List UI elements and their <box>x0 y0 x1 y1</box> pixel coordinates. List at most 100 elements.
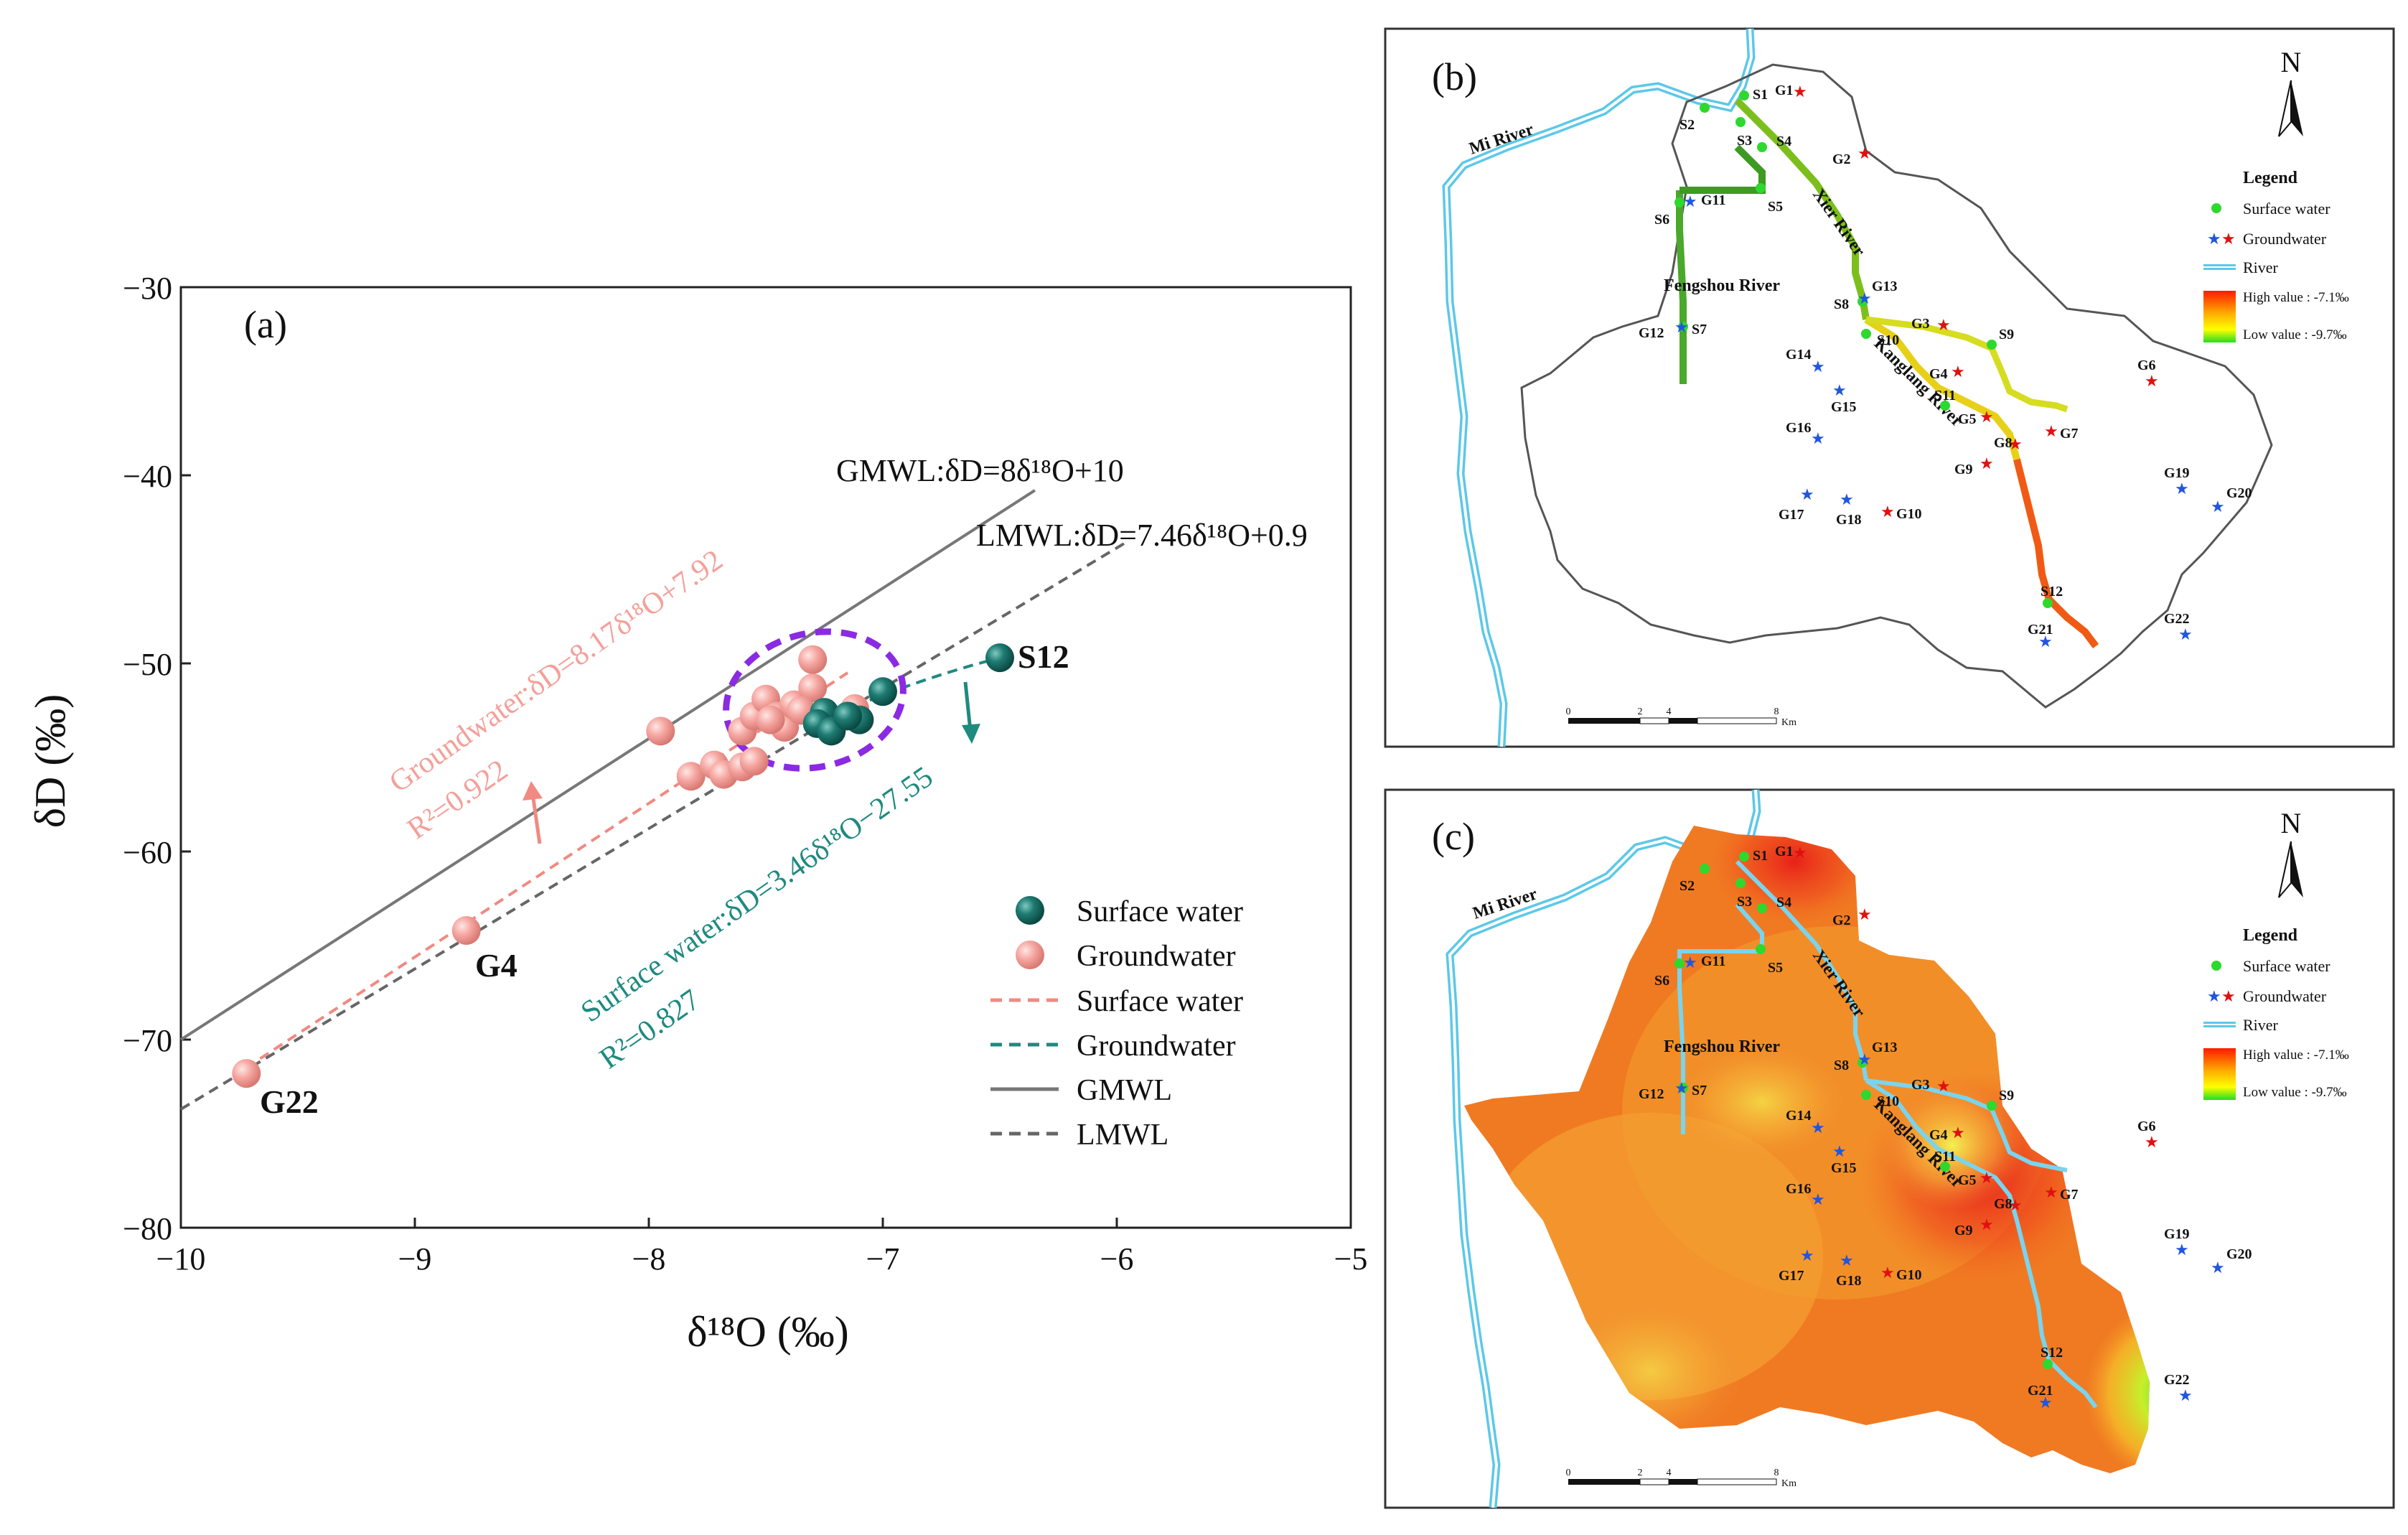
surface-site-label: S10 <box>1877 1093 1899 1109</box>
data-points <box>232 643 1014 1088</box>
svg-text:Km: Km <box>1781 1478 1796 1489</box>
surface-site-label: S10 <box>1877 332 1899 348</box>
x-tick-label: −6 <box>1100 1241 1134 1277</box>
surface-site-label: S8 <box>1834 1058 1849 1073</box>
svg-text:0: 0 <box>1566 706 1571 717</box>
surface-site-label: S6 <box>1654 973 1669 989</box>
groundwater-site-label: G14 <box>1786 1108 1812 1124</box>
svg-text:River: River <box>2243 1016 2279 1034</box>
surface-arrow <box>962 681 980 744</box>
groundwater-site-label: G8 <box>1994 435 2013 451</box>
surface-site-marker <box>1678 1083 1688 1093</box>
groundwater-site-marker: ★ <box>2145 372 2159 390</box>
groundwater-site-marker: ★ <box>1832 1142 1847 1160</box>
surface-site-label: S5 <box>1768 199 1783 215</box>
surface-site-marker <box>1857 297 1868 307</box>
legend-marker-surface <box>1016 896 1044 925</box>
surface-site-marker <box>1940 401 1950 411</box>
surface-site-marker <box>1756 183 1766 193</box>
groundwater-site-label: G15 <box>1831 1160 1857 1176</box>
surface-water-point <box>985 643 1014 673</box>
groundwater-site-label: G1 <box>1775 844 1794 859</box>
svg-text:Groundwater: Groundwater <box>2243 230 2327 248</box>
surface-site-label: S3 <box>1737 894 1752 910</box>
groundwater-site-marker: ★ <box>1683 953 1697 971</box>
groundwater-site-label: G9 <box>1954 462 1973 477</box>
groundwater-site-label: G8 <box>1994 1196 2013 1212</box>
groundwater-site-marker: ★ <box>1951 363 1965 381</box>
groundwater-site-label: G22 <box>2164 1372 2190 1388</box>
groundwater-site-label: G14 <box>1786 347 1812 363</box>
surface-site-marker <box>2043 598 2053 608</box>
groundwater-site-marker: ★ <box>2175 480 2189 498</box>
panel-label-a: (a) <box>244 303 287 346</box>
svg-text:4: 4 <box>1667 706 1672 717</box>
panel-label-c: (c) <box>1432 815 1475 858</box>
svg-text:N: N <box>2281 807 2302 839</box>
surface-site-label: S2 <box>1679 117 1695 133</box>
surface-site-marker <box>1700 864 1710 874</box>
north-arrow-b: N <box>2278 46 2303 137</box>
surface-site-marker <box>2043 1359 2053 1369</box>
groundwater-site-marker: ★ <box>1674 1079 1689 1097</box>
surface-site-marker <box>1987 340 1997 350</box>
x-tick-label: −5 <box>1334 1241 1368 1277</box>
surface-site-label: S11 <box>1934 388 1956 403</box>
catchment-boundary-b <box>1520 63 2273 709</box>
groundwater-fit-line <box>245 671 849 1069</box>
plot-frame <box>179 286 1352 1229</box>
y-tick-label: −40 <box>123 459 172 494</box>
svg-text:Surface water: Surface water <box>2243 200 2330 218</box>
legend-text-3: Surface water <box>1077 985 1243 1018</box>
x-tick-label: −9 <box>398 1241 432 1277</box>
surface-site-label: S8 <box>1834 297 1849 312</box>
legend-text-6: LMWL <box>1077 1119 1168 1152</box>
x-tick-label: −8 <box>632 1241 666 1277</box>
surface-site-label: S9 <box>1999 1088 2014 1104</box>
groundwater-site-marker: ★ <box>1793 844 1807 862</box>
point-label-g22: G22 <box>260 1083 319 1120</box>
chart-legend: Surface water Groundwater Surface water … <box>990 895 1243 1152</box>
legend-text-5: GMWL <box>1077 1074 1172 1107</box>
groundwater-site-marker: ★ <box>2178 1386 2193 1404</box>
svg-text:Low value : -9.7‰: Low value : -9.7‰ <box>2243 327 2347 342</box>
groundwater-site-marker: ★ <box>2044 422 2058 440</box>
svg-text:Low value : -9.7‰: Low value : -9.7‰ <box>2243 1085 2347 1100</box>
kanglang-lower-b <box>2013 458 2099 648</box>
groundwater-point <box>451 916 481 946</box>
groundwater-site-label: G20 <box>2226 1246 2252 1262</box>
groundwater-site-label: G21 <box>2028 622 2053 638</box>
svg-text:0: 0 <box>1566 1468 1571 1478</box>
groundwater-site-marker: ★ <box>2211 1259 2225 1277</box>
gmwl-line <box>179 489 1036 1041</box>
groundwater-site-label: G5 <box>1958 411 1977 427</box>
groundwater-point <box>798 645 828 674</box>
groundwater-site-marker: ★ <box>1936 316 1951 334</box>
groundwater-site-label: G10 <box>1896 1267 1922 1283</box>
legend-marker-ground <box>1016 941 1044 969</box>
groundwater-site-label: G11 <box>1701 192 1725 208</box>
svg-text:4: 4 <box>1667 1468 1672 1478</box>
surface-site-marker <box>1739 852 1749 862</box>
groundwater-site-marker: ★ <box>2178 625 2193 643</box>
groundwater-site-marker: ★ <box>2008 1196 2023 1214</box>
groundwater-site-marker: ★ <box>1857 1050 1872 1068</box>
svg-text:High value : -7.1‰: High value : -7.1‰ <box>2243 290 2349 305</box>
groundwater-site-label: G16 <box>1786 420 1812 436</box>
surface-fit-label: Surface water:δD=3.46δ¹⁸O−27.55 <box>575 760 939 1029</box>
groundwater-site-label: G19 <box>2164 1226 2190 1242</box>
groundwater-site-label: G18 <box>1836 512 1862 528</box>
svg-text:8: 8 <box>1774 1468 1779 1478</box>
groundwater-site-marker: ★ <box>2175 1241 2189 1259</box>
groundwater-site-label: G3 <box>1911 1077 1930 1093</box>
groundwater-site-label: G18 <box>1836 1273 1862 1289</box>
surface-site-label: S1 <box>1753 848 1768 864</box>
groundwater-site-label: G16 <box>1786 1181 1812 1197</box>
point-label-s12: S12 <box>1018 638 1069 675</box>
groundwater-site-label: G17 <box>1779 1268 1804 1284</box>
svg-text:Legend: Legend <box>2243 169 2298 187</box>
surface-site-label: S4 <box>1776 895 1791 910</box>
groundwater-point <box>676 762 706 791</box>
svg-text:8: 8 <box>1774 706 1779 717</box>
scale-bar-b: 0 2 4 8 Km <box>1566 706 1797 728</box>
